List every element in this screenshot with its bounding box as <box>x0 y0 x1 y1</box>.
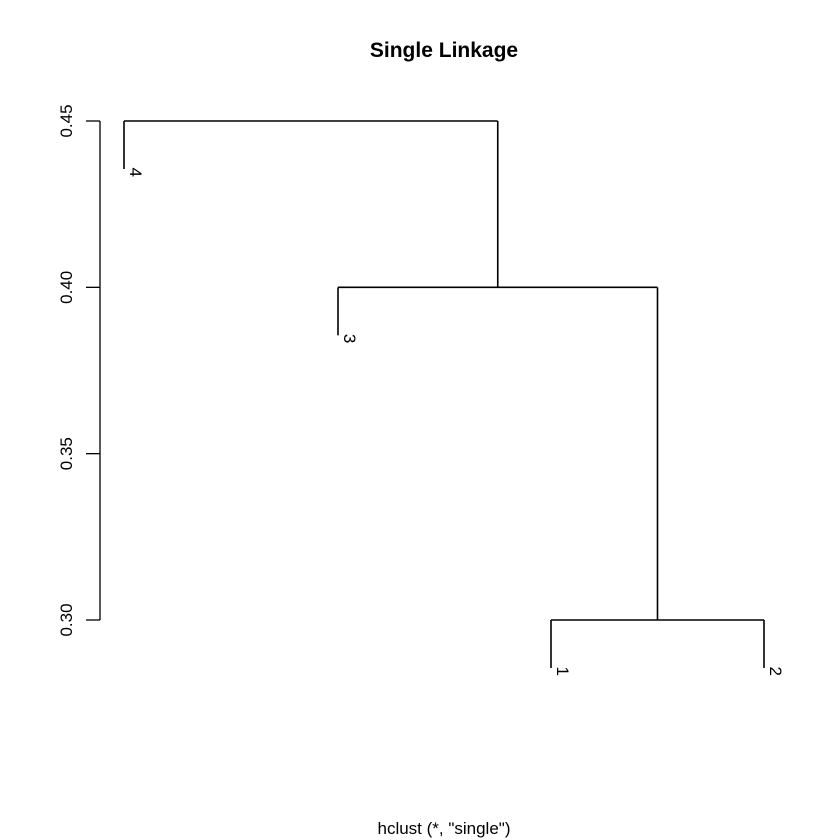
y-tick-label: 0.30 <box>57 603 76 636</box>
leaf-labels: 4 3 1 2 <box>126 168 785 676</box>
y-axis: 0.30 0.35 0.40 0.45 <box>57 104 101 637</box>
y-tick-label: 0.45 <box>57 104 76 137</box>
leaf-label-4: 4 <box>126 168 145 177</box>
y-tick-label: 0.35 <box>57 437 76 470</box>
x-axis-label: hclust (*, "single") <box>377 819 510 838</box>
chart-title: Single Linkage <box>370 39 518 62</box>
leaf-label-1: 1 <box>553 667 572 676</box>
leaf-label-3: 3 <box>340 334 359 343</box>
leaf-label-2: 2 <box>766 667 785 676</box>
dendrogram-tree <box>123 120 765 668</box>
y-tick-label: 0.40 <box>57 271 76 304</box>
